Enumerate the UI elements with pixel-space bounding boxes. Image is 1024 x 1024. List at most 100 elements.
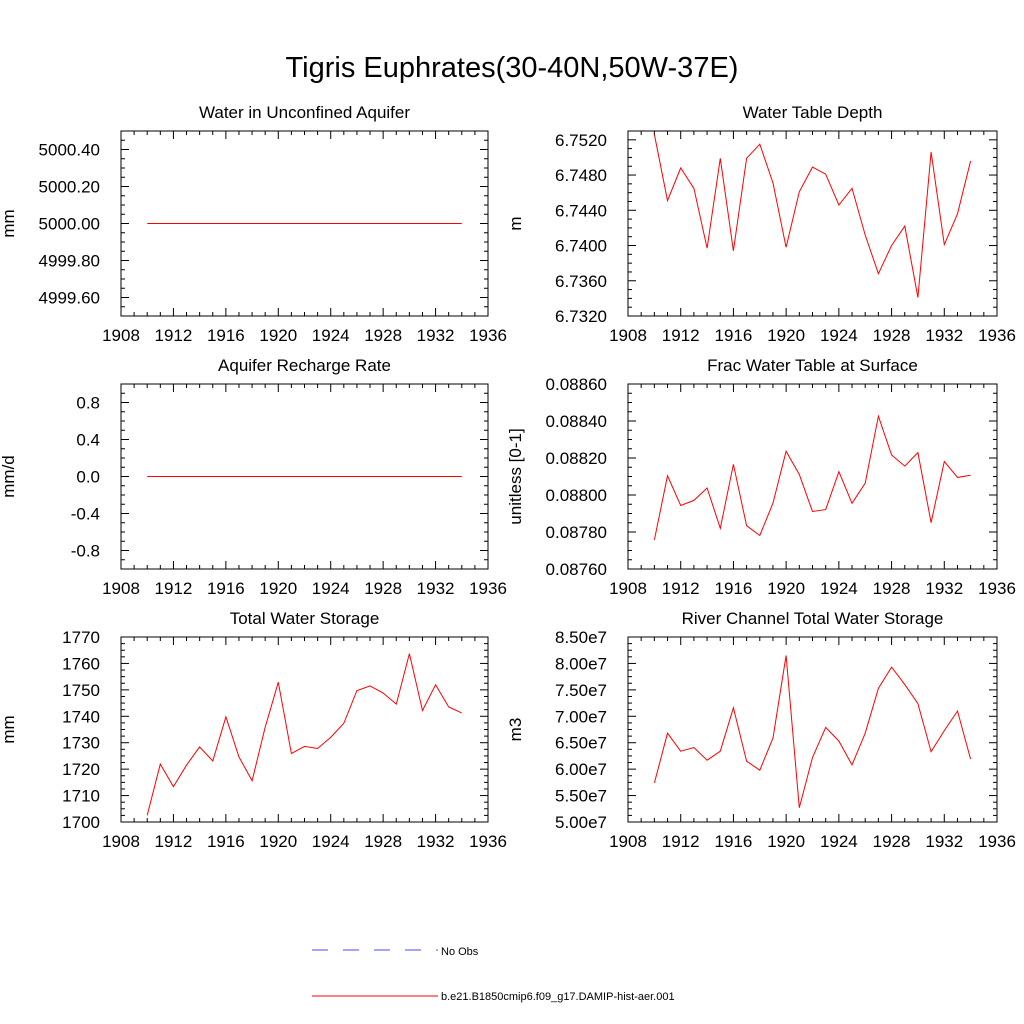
panel-1: Water in Unconfined Aquifer 1908 1912 1916 1… <box>0 103 507 345</box>
x-tick-label: 1912 <box>155 832 193 851</box>
y-tick-label: 4999.80 <box>39 252 100 271</box>
series-line <box>653 134 972 298</box>
x-tick-label: 1920 <box>259 832 297 851</box>
series-line <box>146 653 463 816</box>
x-tick-label: 1920 <box>259 579 297 598</box>
x-tick-label: 1924 <box>820 832 858 851</box>
y-tick-label: 0.08760 <box>546 560 607 579</box>
series-line <box>653 655 972 808</box>
panel-6: River Channel Total Water Storage 1908 191… <box>506 609 1016 851</box>
panel-5: Total Water Storage 1908 1912 1916 1920 1924 1… <box>0 609 507 851</box>
plot-frame <box>120 636 489 823</box>
y-tick-label: 1710 <box>62 787 100 806</box>
y-tick-label: 1720 <box>62 760 100 779</box>
x-tick-label: 1936 <box>978 832 1016 851</box>
y-tick-label: 6.7360 <box>555 272 607 291</box>
series-line <box>653 414 971 540</box>
x-tick-label: 1936 <box>469 326 507 345</box>
x-tick-label: 1924 <box>312 579 350 598</box>
legend-label-no-obs: No Obs <box>441 946 479 958</box>
x-tick-label: 1936 <box>469 579 507 598</box>
y-tick-label: 0.8 <box>76 394 100 413</box>
x-tick-label: 1908 <box>609 579 647 598</box>
y-tick-label: 0.08860 <box>546 375 607 394</box>
x-tick-label: 1924 <box>820 326 858 345</box>
x-tick-label: 1924 <box>820 579 858 598</box>
y-tick-label: 6.7440 <box>555 201 607 220</box>
x-tick-label: 1908 <box>102 326 140 345</box>
y-tick-label: 6.7480 <box>555 166 607 185</box>
y-tick-label: 6.7400 <box>555 237 607 256</box>
x-tick-label: 1932 <box>417 326 455 345</box>
y-tick-label: 7.00e7 <box>555 707 607 726</box>
x-tick-label: 1908 <box>102 832 140 851</box>
y-tick-label: 0.4 <box>76 431 100 450</box>
x-tick-label: 1916 <box>715 326 753 345</box>
x-tick-label: 1916 <box>207 832 245 851</box>
panel-title: River Channel Total Water Storage <box>682 609 944 628</box>
y-tick-label: 6.00e7 <box>555 760 607 779</box>
y-tick-label: 1760 <box>62 654 100 673</box>
x-tick-label: 1908 <box>609 326 647 345</box>
y-tick-label: 0.08840 <box>546 412 607 431</box>
x-tick-label: 1916 <box>715 579 753 598</box>
x-tick-label: 1928 <box>873 579 911 598</box>
panel-title: Water Table Depth <box>743 103 883 122</box>
x-tick-label: 1920 <box>259 326 297 345</box>
y-tick-label: 5000.40 <box>39 141 100 160</box>
x-tick-label: 1928 <box>364 579 402 598</box>
x-tick-label: 1908 <box>609 832 647 851</box>
x-tick-label: 1912 <box>662 832 700 851</box>
y-tick-label: 0.08780 <box>546 523 607 542</box>
y-tick-label: 4999.60 <box>39 289 100 308</box>
x-tick-label: 1908 <box>102 579 140 598</box>
y-axis-label: m <box>506 216 525 230</box>
plot-frame <box>627 636 998 823</box>
y-tick-label: 6.7320 <box>555 307 607 326</box>
y-axis-label: mm/d <box>0 455 18 498</box>
x-tick-label: 1932 <box>925 579 963 598</box>
x-tick-label: 1928 <box>364 326 402 345</box>
y-tick-label: 1730 <box>62 734 100 753</box>
y-axis-label: unitless [0-1] <box>506 428 525 524</box>
x-tick-label: 1916 <box>207 579 245 598</box>
x-tick-label: 1912 <box>662 579 700 598</box>
y-axis-label: mm <box>0 209 18 237</box>
y-tick-label: 1740 <box>62 707 100 726</box>
x-tick-label: 1912 <box>662 326 700 345</box>
x-tick-label: 1932 <box>417 579 455 598</box>
y-tick-label: 8.50e7 <box>555 628 607 647</box>
y-tick-label: 7.50e7 <box>555 681 607 700</box>
y-axis-label: mm <box>0 715 18 743</box>
x-tick-label: 1924 <box>312 832 350 851</box>
y-tick-label: 1700 <box>62 813 100 832</box>
panel-3: Aquifer Recharge Rate 1908 1912 1916 1920 192… <box>0 356 507 598</box>
x-tick-label: 1920 <box>767 832 805 851</box>
y-tick-label: 5.00e7 <box>555 813 607 832</box>
x-tick-label: 1916 <box>207 326 245 345</box>
x-tick-label: 1928 <box>364 832 402 851</box>
x-tick-label: 1932 <box>925 832 963 851</box>
y-tick-label: 6.7520 <box>555 131 607 150</box>
plot-frame <box>627 383 998 570</box>
y-tick-label: 1750 <box>62 681 100 700</box>
y-tick-label: 1770 <box>62 628 100 647</box>
y-tick-label: 8.00e7 <box>555 654 607 673</box>
y-tick-label: 5000.20 <box>39 178 100 197</box>
panel-title: Frac Water Table at Surface <box>707 356 918 375</box>
x-tick-label: 1936 <box>978 579 1016 598</box>
x-tick-label: 1920 <box>767 326 805 345</box>
panel-title: Aquifer Recharge Rate <box>218 356 391 375</box>
panel-title: Water in Unconfined Aquifer <box>199 103 410 122</box>
panel-title: Total Water Storage <box>230 609 380 628</box>
x-tick-label: 1920 <box>767 579 805 598</box>
x-tick-label: 1928 <box>873 832 911 851</box>
x-tick-label: 1912 <box>155 326 193 345</box>
y-tick-label: -0.4 <box>71 505 100 524</box>
x-tick-label: 1932 <box>417 832 455 851</box>
x-tick-label: 1928 <box>873 326 911 345</box>
legend: No Obs b.e21.B1850cmip6.f09_g17.DAMIP-his… <box>312 946 675 1003</box>
x-tick-label: 1936 <box>469 832 507 851</box>
y-axis-label: m3 <box>506 718 525 742</box>
